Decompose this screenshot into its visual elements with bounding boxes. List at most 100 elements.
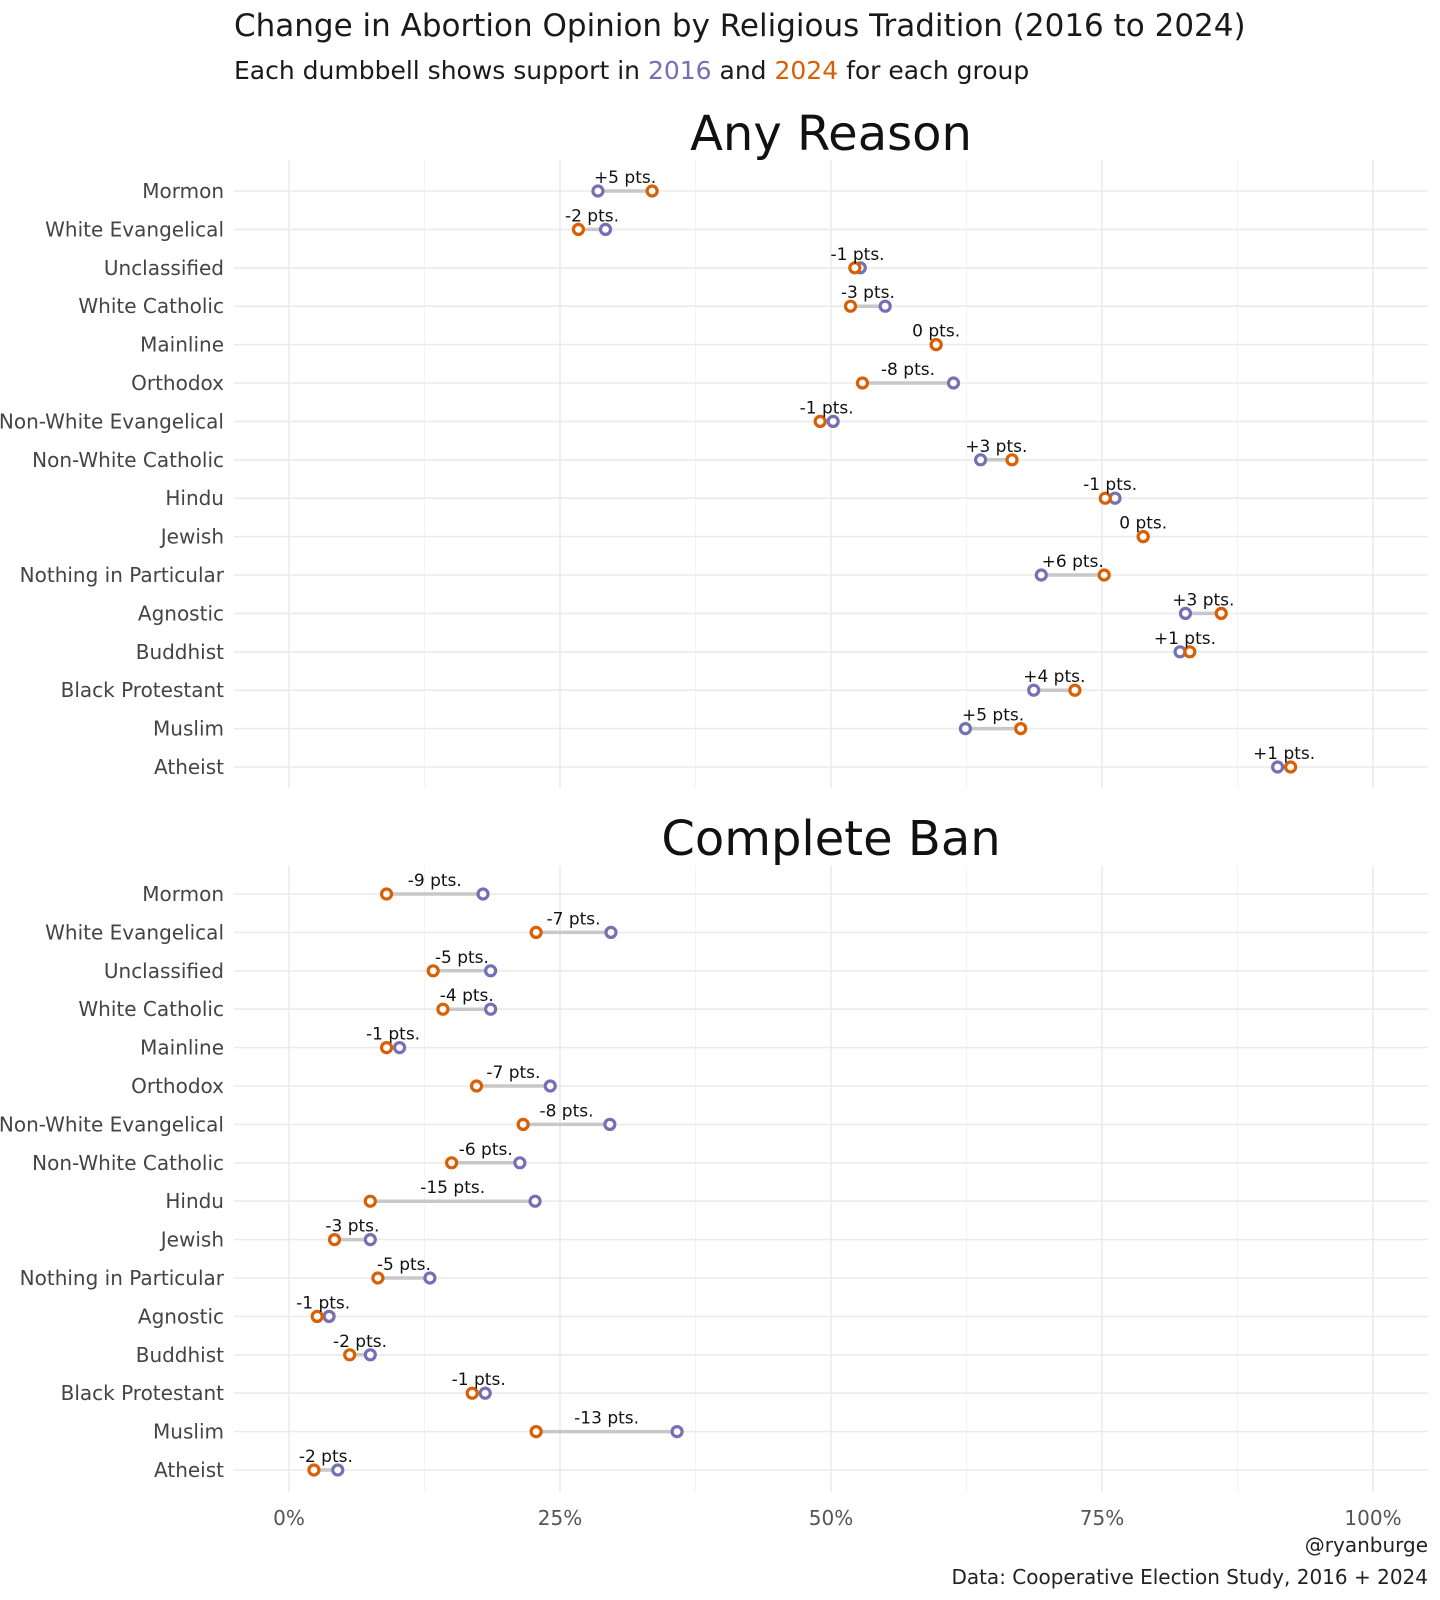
x-tick-label: 50% — [809, 1506, 853, 1530]
point-2016 — [478, 1386, 492, 1400]
x-tick-label: 75% — [1080, 1506, 1124, 1530]
subtitle-year-2016: 2016 — [648, 56, 712, 85]
category-label: White Evangelical — [45, 217, 224, 241]
point-2024 — [363, 1194, 377, 1208]
category-label: Hindu — [165, 1189, 224, 1213]
change-label: -1 pts. — [452, 1370, 506, 1390]
change-label: 0 pts. — [1119, 514, 1167, 534]
change-label: -2 pts. — [299, 1447, 353, 1467]
change-label: -5 pts. — [377, 1255, 431, 1275]
point-2024 — [813, 414, 827, 428]
point-2024 — [1183, 645, 1197, 659]
point-2024 — [1068, 683, 1082, 697]
point-2024 — [343, 1348, 357, 1362]
point-2016 — [670, 1424, 684, 1439]
point-2024 — [1136, 529, 1150, 544]
change-label: -2 pts. — [565, 206, 619, 226]
point-2024 — [843, 299, 858, 313]
point-2024 — [1097, 568, 1111, 582]
change-label: -1 pts. — [1083, 475, 1137, 495]
change-label: -7 pts. — [547, 909, 601, 929]
point-2024 — [1005, 453, 1019, 467]
change-label: -1 pts. — [296, 1293, 350, 1313]
category-label: Orthodox — [131, 371, 224, 395]
change-label: -13 pts. — [574, 1409, 639, 1429]
point-2016 — [423, 1271, 437, 1285]
category-label: Nothing in Particular — [20, 563, 225, 587]
change-label: -3 pts. — [841, 283, 895, 303]
change-label: -15 pts. — [420, 1178, 485, 1198]
category-label: Buddhist — [136, 640, 224, 664]
point-2016 — [603, 1117, 617, 1132]
caption-author: @ryanburge — [1305, 1533, 1428, 1557]
category-label: Jewish — [159, 1228, 224, 1252]
category-label: White Catholic — [78, 294, 224, 318]
change-label: -2 pts. — [333, 1332, 387, 1352]
category-label: Mormon — [142, 882, 224, 906]
category-label: Atheist — [154, 1458, 224, 1482]
change-label: -4 pts. — [440, 986, 494, 1006]
change-label: +5 pts. — [962, 706, 1024, 726]
caption-source: Data: Cooperative Election Study, 2016 +… — [951, 1565, 1428, 1589]
change-label: -8 pts. — [881, 360, 935, 380]
category-label: Nothing in Particular — [20, 1266, 225, 1290]
point-2016 — [1178, 606, 1193, 621]
subtitle-suffix: for each group — [838, 56, 1029, 85]
point-2016 — [1271, 760, 1285, 774]
point-2024 — [848, 261, 862, 275]
point-2024 — [469, 1079, 484, 1093]
category-label: Unclassified — [104, 256, 224, 280]
point-2016 — [604, 925, 618, 940]
category-label: Jewish — [159, 525, 224, 549]
x-tick-label: 100% — [1344, 1506, 1401, 1530]
point-2024 — [929, 338, 943, 352]
point-2016 — [484, 964, 498, 978]
point-2024 — [529, 925, 543, 940]
change-label: -1 pts. — [831, 245, 885, 265]
point-2024 — [327, 1232, 342, 1247]
change-label: +6 pts. — [1042, 552, 1104, 572]
point-2024 — [310, 1309, 324, 1324]
plot-area: Any Reason Mormon White Evangelical Unclass… — [0, 106, 1428, 1530]
change-label: -1 pts. — [800, 398, 854, 418]
subtitle-prefix: Each dumbbell shows support in — [234, 56, 648, 85]
change-label: -1 pts. — [366, 1025, 420, 1045]
change-label: -3 pts. — [325, 1217, 379, 1237]
change-label: -6 pts. — [459, 1140, 513, 1160]
category-label: Agnostic — [138, 1304, 224, 1328]
point-2024 — [465, 1386, 479, 1400]
change-label: +4 pts. — [1023, 667, 1085, 687]
point-2024 — [645, 184, 659, 198]
point-2024 — [529, 1424, 543, 1439]
point-2024 — [426, 964, 440, 978]
point-2024 — [1214, 606, 1228, 621]
change-label: +3 pts. — [1172, 590, 1234, 610]
panel-complete-ban: Complete Ban Mormon White Evangelical Uncla… — [0, 811, 1428, 1492]
category-label: Muslim — [153, 1420, 224, 1444]
panel-title: Complete Ban — [661, 811, 1000, 867]
category-label: Hindu — [165, 486, 224, 510]
category-label: Orthodox — [131, 1074, 224, 1098]
category-label: Black Protestant — [61, 678, 225, 702]
category-label: White Catholic — [78, 997, 224, 1021]
category-label: Unclassified — [104, 959, 224, 983]
point-2016 — [1027, 683, 1041, 697]
point-2024 — [445, 1156, 459, 1170]
category-label: Mormon — [142, 179, 224, 203]
point-2016 — [878, 299, 892, 313]
point-2016 — [363, 1232, 377, 1247]
panel-any-reason: Any Reason Mormon White Evangelical Unclass… — [0, 106, 1428, 788]
point-2024 — [436, 1002, 450, 1016]
point-2016 — [331, 1463, 345, 1477]
chart-subtitle: Each dumbbell shows support in 2016 and … — [234, 56, 1029, 85]
change-label: +1 pts. — [1253, 744, 1315, 764]
point-2016 — [591, 184, 605, 198]
point-2016 — [392, 1040, 407, 1055]
x-tick-label: 0% — [273, 1506, 305, 1530]
point-2016 — [322, 1309, 336, 1324]
category-label: Non-White Catholic — [32, 1151, 224, 1175]
subtitle-year-2024: 2024 — [775, 56, 839, 85]
point-2016 — [1034, 568, 1048, 582]
change-label: +5 pts. — [594, 168, 656, 188]
